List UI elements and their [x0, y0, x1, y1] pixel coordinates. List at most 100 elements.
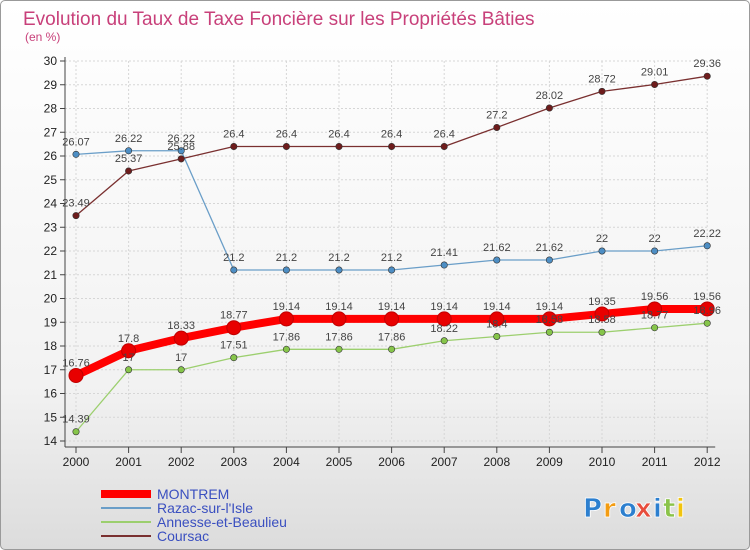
data-label: 26.22: [167, 133, 195, 145]
series-group: [68, 72, 715, 436]
data-label: 17.86: [273, 331, 301, 343]
data-label: 19.14: [430, 301, 458, 313]
x-tick-label: 2000: [63, 455, 90, 469]
x-tick-label: 2010: [589, 455, 616, 469]
data-point: [335, 345, 343, 353]
data-point: [703, 319, 711, 327]
x-tick-label: 2011: [642, 455, 668, 469]
data-point: [177, 366, 185, 374]
y-tick-label: 26: [44, 149, 58, 163]
legend-entry: Coursac: [157, 528, 209, 544]
y-tick-label: 18: [44, 339, 58, 353]
data-label: 19.56: [693, 291, 721, 303]
data-point: [68, 367, 84, 383]
data-label: 23.49: [62, 198, 90, 210]
data-point: [388, 266, 396, 274]
data-label: 17.86: [378, 331, 406, 343]
data-label: 21.2: [328, 252, 349, 264]
data-point: [647, 301, 663, 317]
data-label: 19.14: [378, 301, 406, 313]
data-label: 17: [122, 352, 134, 364]
data-label: 21.2: [276, 252, 297, 264]
legend: MONTREMRazac-sur-l'IsleAnnesse-et-Beauli…: [101, 486, 287, 544]
x-tick-label: 2012: [694, 455, 721, 469]
data-point: [440, 261, 448, 269]
x-tick-label: 2007: [431, 455, 458, 469]
data-label: 21.62: [483, 242, 511, 254]
data-label: 25.88: [167, 141, 195, 153]
data-label: 17: [175, 352, 187, 364]
data-label: 22: [648, 233, 660, 245]
data-point: [226, 320, 242, 336]
y-tick-label: 23: [44, 220, 58, 234]
y-tick-label: 22: [44, 244, 58, 258]
data-point: [651, 247, 659, 255]
data-point: [331, 311, 347, 327]
data-label: 18.77: [641, 310, 669, 322]
data-point: [699, 301, 715, 317]
data-label: 26.4: [328, 129, 349, 141]
chart-subtitle: (en %): [25, 30, 60, 44]
data-label: 21.41: [430, 247, 458, 259]
data-point: [72, 428, 80, 436]
data-label: 28.02: [536, 90, 564, 102]
data-point: [177, 147, 185, 155]
y-tick-label: 16: [44, 387, 58, 401]
data-point: [598, 87, 606, 95]
data-label: 14.39: [62, 414, 90, 426]
logo-letter: t: [663, 494, 675, 524]
data-label: 16.76: [62, 357, 90, 369]
y-tick-label: 28: [44, 102, 58, 116]
data-point: [173, 330, 189, 346]
y-tick-label: 30: [44, 54, 58, 68]
data-label: 21.2: [223, 252, 244, 264]
x-tick-label: 2002: [168, 455, 195, 469]
data-point: [545, 256, 553, 264]
data-point: [125, 366, 133, 374]
x-tick-label: 2001: [115, 455, 142, 469]
x-tick-label: 2008: [483, 455, 510, 469]
data-point: [278, 311, 294, 327]
data-label: 26.4: [223, 129, 244, 141]
data-point: [594, 306, 610, 322]
y-tick-label: 20: [44, 292, 58, 306]
data-point: [388, 345, 396, 353]
y-tick-label: 19: [44, 315, 58, 329]
data-point: [651, 324, 659, 332]
data-point: [489, 311, 505, 327]
data-point: [177, 155, 185, 163]
x-tick-label: 2004: [273, 455, 300, 469]
logo-letter: o: [619, 494, 637, 524]
logo-letter: P: [583, 494, 602, 524]
data-point: [440, 143, 448, 151]
data-point: [598, 247, 606, 255]
data-point: [230, 354, 238, 362]
y-tick-label: 27: [44, 125, 58, 139]
data-point: [121, 343, 137, 359]
data-label: 25.37: [115, 153, 143, 165]
data-label: 29.01: [641, 67, 669, 79]
y-tick-label: 29: [44, 78, 58, 92]
data-point: [545, 328, 553, 336]
data-label: 18.96: [693, 305, 721, 317]
data-point: [72, 150, 80, 158]
data-point: [388, 143, 396, 151]
data-point: [440, 337, 448, 345]
data-label: 18.4: [486, 319, 507, 331]
x-tick-label: 2003: [220, 455, 247, 469]
data-point: [72, 212, 80, 220]
logo-letter: r: [603, 494, 616, 524]
x-axis-ticks: 2000 2001 2002 2003 2004 2005 2006 2007 2008 2009…: [63, 447, 721, 469]
data-label: 17.86: [325, 331, 353, 343]
data-label: 28.72: [588, 73, 616, 85]
x-tick-label: 2005: [326, 455, 353, 469]
y-tick-label: 17: [44, 363, 58, 377]
chart-title: Evolution du Taux de Taxe Foncière sur l…: [23, 9, 535, 30]
logo-letter: i: [676, 494, 685, 524]
data-point: [703, 72, 711, 80]
legend-entry: MONTREM: [157, 486, 229, 502]
data-label: 19.14: [325, 301, 353, 313]
data-point: [282, 143, 290, 151]
logo-letter: i: [653, 494, 662, 524]
x-tick-label: 2006: [378, 455, 405, 469]
